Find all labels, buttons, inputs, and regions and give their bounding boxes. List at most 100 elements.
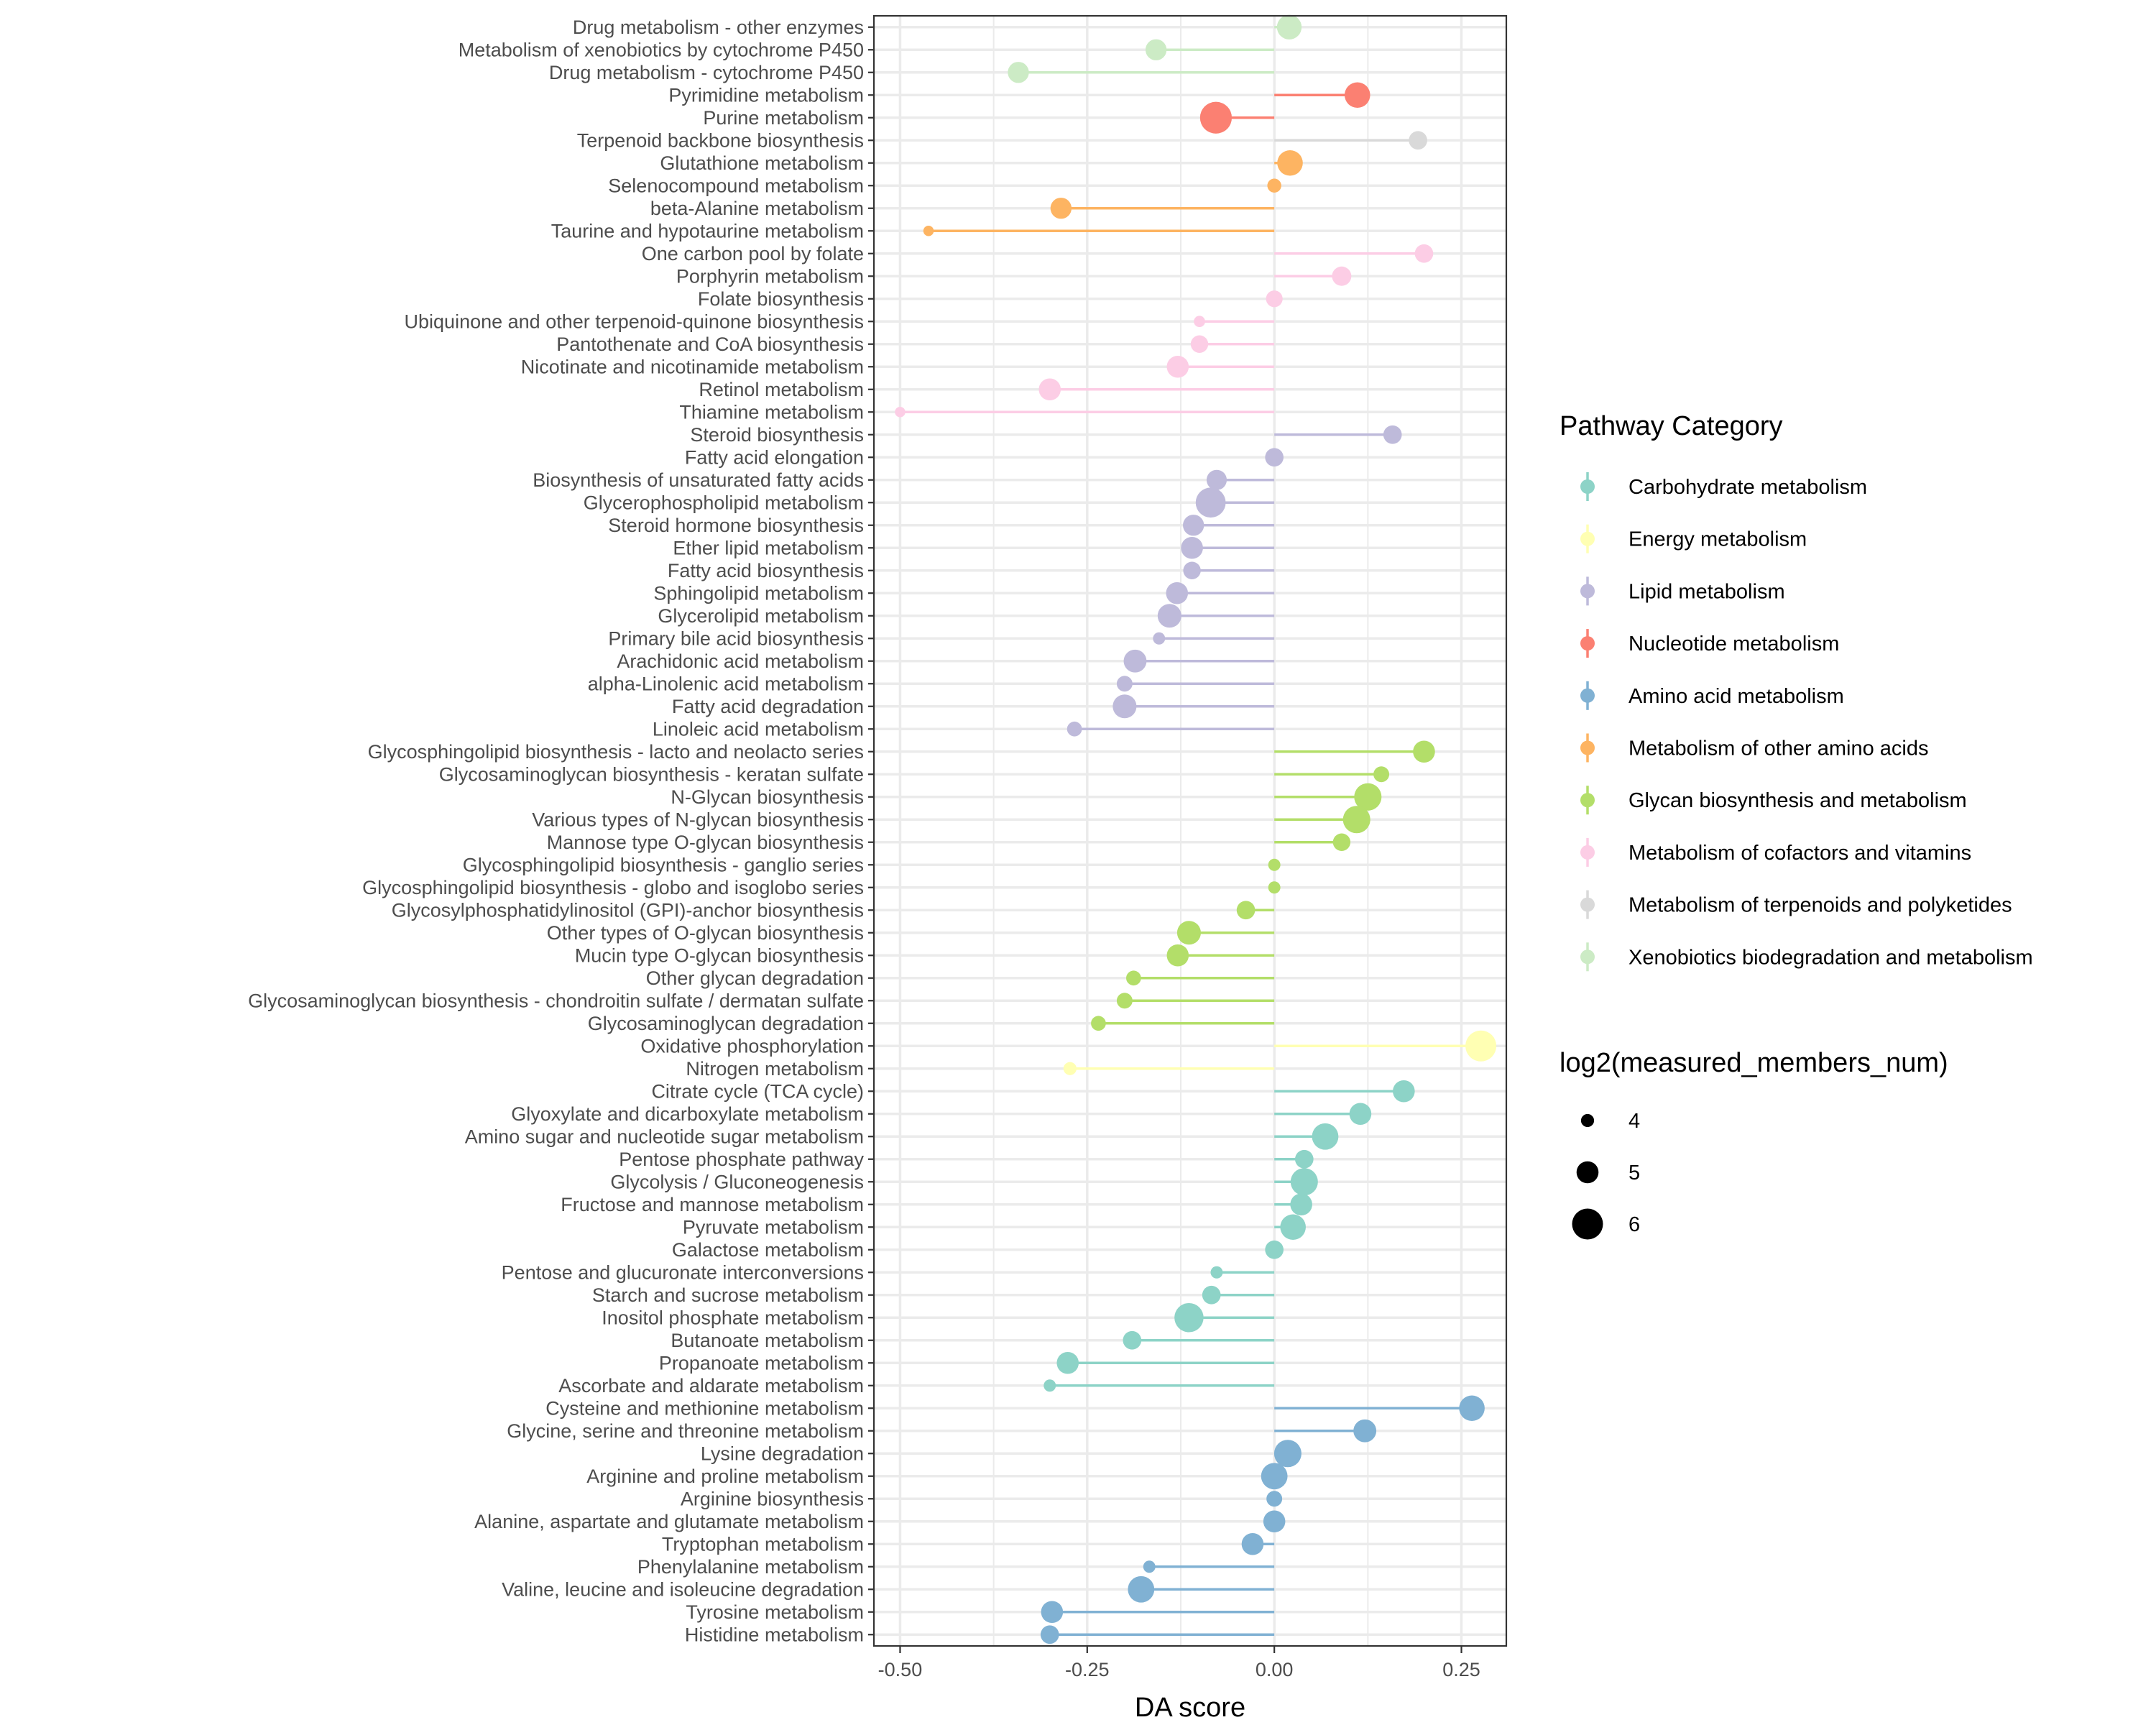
color-legend-item: Amino acid metabolism — [1580, 681, 1844, 710]
lollipop-point — [1143, 1560, 1156, 1573]
y-tick-label: Galactose metabolism — [672, 1239, 864, 1261]
lollipop-point — [1373, 766, 1390, 783]
lollipop-point — [1166, 944, 1189, 967]
legend-key-point — [1580, 584, 1595, 599]
legend-key-point — [1580, 479, 1595, 494]
y-tick-label: Glycosphingolipid biosynthesis - globo a… — [362, 877, 864, 898]
lollipop-point — [1195, 487, 1226, 518]
lollipop-point — [1153, 632, 1166, 645]
y-tick-label: Nicotinate and nicotinamide metabolism — [521, 356, 864, 377]
y-tick-label: Tryptophan metabolism — [662, 1533, 864, 1555]
lollipop-point — [1063, 1062, 1077, 1075]
lollipop-point — [1276, 14, 1302, 40]
lollipop-point — [1123, 1330, 1142, 1350]
lollipop-point — [1332, 833, 1351, 851]
y-tick-label: Ubiquinone and other terpenoid-quinone b… — [405, 310, 864, 332]
y-tick-label: N-Glycan biosynthesis — [671, 786, 864, 808]
y-tick-label: Pyrimidine metabolism — [668, 84, 864, 106]
panel-border — [872, 14, 1508, 1647]
y-tick-label: Glycerolipid metabolism — [658, 605, 864, 627]
y-tick-label: Arginine biosynthesis — [681, 1488, 864, 1509]
lollipop-point — [1040, 1625, 1059, 1644]
legend-key-point — [1580, 636, 1595, 651]
x-tick-label: 0.00 — [1256, 1659, 1294, 1680]
y-tick-label: Pentose phosphate pathway — [619, 1149, 864, 1170]
lollipop-point — [1268, 881, 1281, 894]
y-tick-label: Fatty acid elongation — [685, 446, 864, 468]
y-tick-label: Steroid hormone biosynthesis — [608, 515, 864, 536]
lollipop-point — [1190, 335, 1209, 353]
lollipop-point — [1393, 1080, 1415, 1103]
y-tick-label: Fatty acid degradation — [672, 696, 864, 717]
lollipop-point — [1268, 858, 1281, 871]
y-tick-label: Arginine and proline metabolism — [586, 1466, 864, 1487]
x-tick-label: -0.50 — [878, 1659, 923, 1680]
y-tick-label: Cysteine and methionine metabolism — [545, 1397, 864, 1419]
lollipop-point — [1050, 198, 1072, 219]
lollipop-point — [1183, 515, 1204, 536]
lollipop-point — [1199, 101, 1233, 134]
y-tick-label: Linoleic acid metabolism — [653, 718, 864, 740]
lollipop-point — [1383, 425, 1402, 444]
lollipop-point — [1166, 581, 1189, 604]
y-tick-label: Inositol phosphate metabolism — [602, 1307, 864, 1328]
x-axis-label: DA score — [1135, 1693, 1245, 1723]
y-tick-label: beta-Alanine metabolism — [650, 198, 864, 219]
lollipop-point — [1266, 290, 1283, 308]
minor-gridlines — [992, 16, 1369, 1646]
y-tick-label: Glycosaminoglycan biosynthesis - chondro… — [248, 990, 864, 1011]
lollipop-point — [1166, 355, 1189, 378]
color-legend-label: Metabolism of terpenoids and polyketides — [1628, 894, 2012, 917]
color-legend-item: Glycan biosynthesis and metabolism — [1580, 786, 1967, 815]
y-tick-label: Porphyrin metabolism — [676, 265, 864, 287]
lollipop-point — [1128, 1576, 1155, 1603]
lollipop-point — [1414, 244, 1434, 263]
lollipop-point — [1294, 1149, 1314, 1169]
size-legend-point — [1576, 1161, 1599, 1184]
color-legend-label: Metabolism of cofactors and vitamins — [1628, 842, 1971, 865]
y-tick-label: Pantothenate and CoA biosynthesis — [556, 334, 864, 355]
y-axis: Drug metabolism - other enzymesMetabolis… — [248, 17, 874, 1645]
y-tick-label: Glutathione metabolism — [660, 152, 864, 174]
y-tick-label: Retinol metabolism — [699, 379, 864, 400]
legend-key-point — [1580, 531, 1595, 546]
lollipop-point — [923, 226, 934, 236]
y-tick-label: One carbon pool by folate — [642, 243, 864, 264]
lollipop-point — [1067, 721, 1082, 737]
size-legend-label: 5 — [1628, 1162, 1640, 1184]
lollipop-point — [1263, 1510, 1286, 1533]
size-legend-label: 4 — [1628, 1110, 1640, 1133]
lollipop-point — [1236, 901, 1256, 920]
y-tick-label: Ether lipid metabolism — [673, 537, 864, 558]
lollipop-points — [895, 14, 1497, 1644]
lollipop-point — [1194, 316, 1205, 328]
y-tick-label: Primary bile acid biosynthesis — [608, 627, 864, 649]
lollipop-point — [1344, 82, 1370, 109]
lollipop-point — [1008, 62, 1029, 83]
y-tick-label: Ascorbate and aldarate metabolism — [558, 1375, 864, 1397]
lollipop-point — [1290, 1168, 1318, 1196]
lollipop-point — [1265, 1240, 1284, 1259]
y-tick-label: Pentose and glucuronate interconversions — [502, 1261, 864, 1283]
y-tick-label: Drug metabolism - other enzymes — [573, 17, 864, 38]
size-legend-item: 6 — [1572, 1208, 1640, 1240]
lollipop-point — [1181, 536, 1203, 559]
color-legend-label: Metabolism of other amino acids — [1628, 737, 1928, 760]
lollipop-point — [1409, 131, 1427, 150]
y-tick-label: Folate biosynthesis — [698, 288, 864, 310]
color-legend-item: Metabolism of terpenoids and polyketides — [1580, 890, 2012, 919]
y-tick-label: Nitrogen metabolism — [686, 1058, 864, 1080]
y-tick-label: Alanine, aspartate and glutamate metabol… — [474, 1511, 864, 1532]
size-legend: log2(measured_members_num) 4 5 6 — [1560, 1048, 1948, 1240]
lollipop-point — [1174, 1302, 1204, 1333]
y-tick-label: Propanoate metabolism — [659, 1352, 864, 1374]
lollipop-point — [1157, 604, 1181, 628]
lollipop-point — [1459, 1395, 1485, 1422]
y-tick-label: Purine metabolism — [703, 107, 864, 129]
color-legend-label: Nucleotide metabolism — [1628, 632, 1839, 656]
legend-key-point — [1580, 897, 1595, 912]
lollipop-point — [1342, 806, 1370, 834]
size-legend-point — [1580, 1113, 1595, 1128]
lollipop-point — [1183, 561, 1201, 579]
y-tick-label: Butanoate metabolism — [671, 1330, 864, 1351]
